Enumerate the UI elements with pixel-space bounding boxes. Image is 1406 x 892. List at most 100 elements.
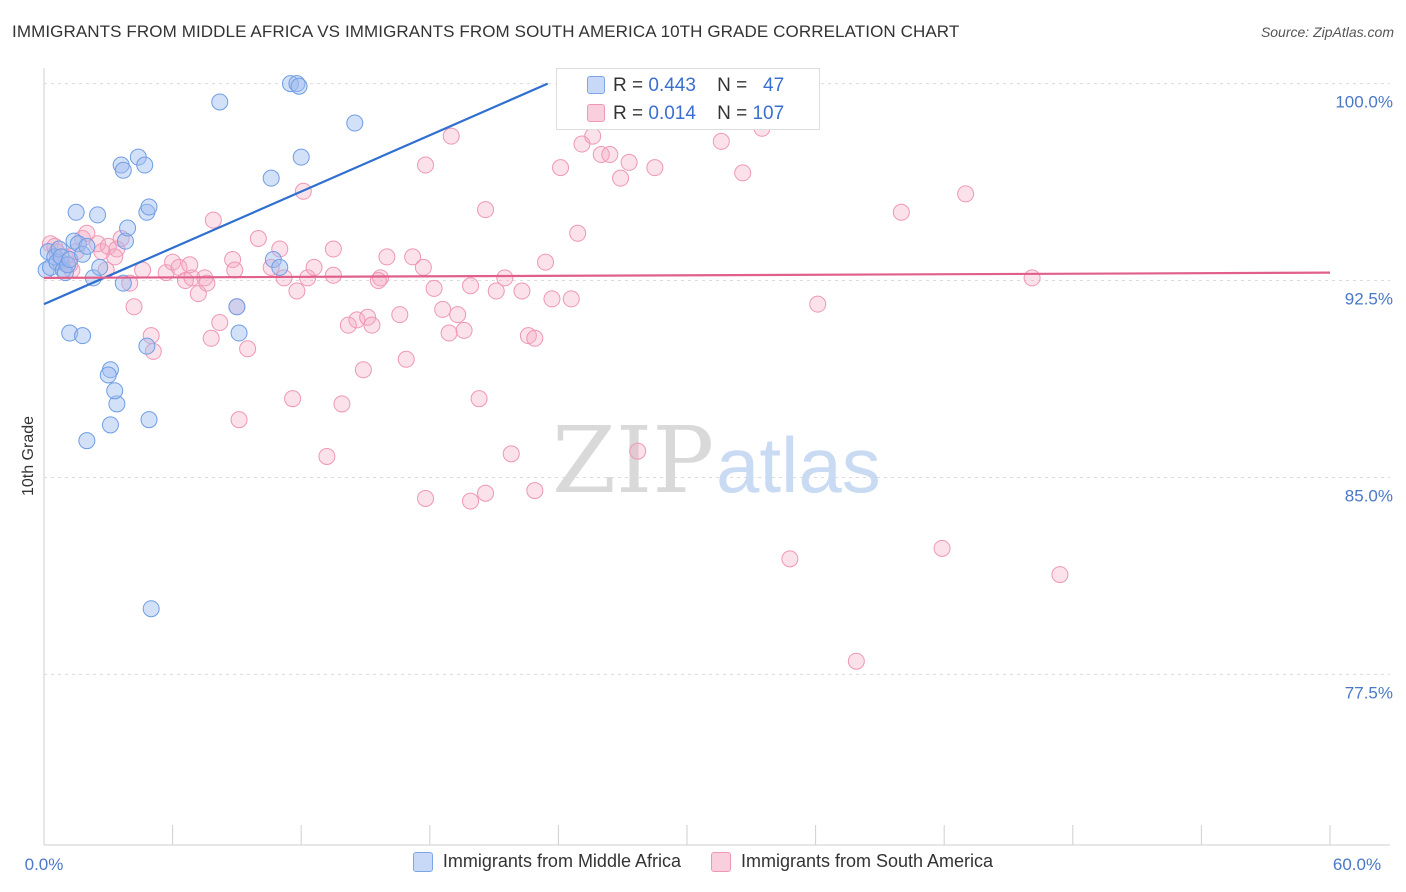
data-point (809, 295, 827, 313)
data-point (346, 114, 364, 132)
data-point (91, 258, 109, 276)
x-tick-label: 60.0% (1333, 855, 1381, 874)
data-point (414, 258, 432, 276)
data-point (121, 274, 139, 292)
data-point (348, 311, 366, 329)
data-point (324, 266, 342, 284)
data-point (502, 445, 520, 463)
data-point (391, 306, 409, 324)
data-point (526, 329, 544, 347)
data-point (892, 203, 910, 221)
data-point (119, 219, 137, 237)
data-point (584, 127, 602, 145)
data-point (487, 282, 505, 300)
data-point (305, 258, 323, 276)
y-tick-label: 77.5% (1345, 683, 1393, 702)
data-point (781, 550, 799, 568)
data-point (404, 248, 422, 266)
data-point (449, 306, 467, 324)
legend-label: Immigrants from Middle Africa (442, 851, 681, 871)
data-point (378, 248, 396, 266)
data-point (230, 324, 248, 342)
data-point (198, 274, 216, 292)
data-point (369, 272, 387, 290)
data-point (552, 159, 570, 177)
data-point (363, 316, 381, 334)
data-point (734, 164, 752, 182)
data-point (249, 230, 267, 248)
data-point (1023, 269, 1041, 287)
data-point (292, 148, 310, 166)
series-south-america-points (41, 75, 1069, 670)
data-point (78, 432, 96, 450)
data-point (239, 340, 257, 358)
legend-swatch-blue (412, 851, 433, 872)
data-point (957, 185, 975, 203)
data-point (74, 245, 92, 263)
data-point (224, 251, 242, 269)
data-point (89, 235, 107, 253)
data-point (592, 146, 610, 164)
data-point (847, 652, 865, 670)
legend-item-south-america: Immigrants from South America (710, 851, 994, 872)
data-point (89, 206, 107, 224)
trend-line (43, 271, 1331, 280)
y-tick-label: 100.0% (1335, 93, 1393, 112)
legend-label: Immigrants from South America (740, 851, 994, 871)
data-point (202, 329, 220, 347)
watermark-zip: ZIP (552, 407, 714, 514)
data-point (288, 282, 306, 300)
data-point (470, 390, 488, 408)
series-middle-africa-points (37, 75, 364, 618)
data-point (526, 482, 544, 500)
data-point (712, 132, 730, 150)
data-point (372, 269, 390, 287)
data-point (61, 251, 79, 269)
data-point (646, 159, 664, 177)
stats-swatch-blue (587, 76, 605, 94)
y-tick-label: 92.5% (1345, 290, 1393, 309)
data-point (204, 211, 222, 229)
data-point (106, 248, 124, 266)
data-point (211, 314, 229, 332)
data-point (513, 282, 531, 300)
stats-r-value: 0.443 (648, 75, 696, 96)
data-point (629, 442, 647, 460)
stats-swatch-pink (587, 104, 605, 122)
data-point (425, 279, 443, 297)
legend-item-middle-africa: Immigrants from Middle Africa (412, 851, 681, 872)
data-point (354, 361, 372, 379)
data-point (230, 411, 248, 429)
stats-row-south-america: R = 0.014 N = 107 (613, 103, 785, 124)
data-point (477, 201, 495, 219)
data-point (440, 324, 458, 342)
data-point (108, 395, 126, 413)
x-tick-label: 0.0% (25, 855, 64, 874)
data-point (462, 492, 480, 510)
data-point (455, 321, 473, 339)
data-point (181, 256, 199, 274)
data-point (537, 253, 555, 271)
data-point (442, 127, 460, 145)
trend-lines (43, 82, 1331, 306)
data-point (114, 161, 132, 179)
data-point (359, 308, 377, 326)
source-label: Source: ZipAtlas.com (1260, 24, 1394, 40)
y-tick-label: 85.0% (1345, 486, 1393, 505)
data-point (318, 447, 336, 465)
y-axis-label: 10th Grade (20, 416, 37, 496)
data-point (271, 258, 289, 276)
data-point (74, 327, 92, 345)
stats-n-value: 107 (752, 103, 785, 124)
data-point (99, 366, 117, 384)
data-point (142, 600, 160, 618)
chart-title: IMMIGRANTS FROM MIDDLE AFRICA VS IMMIGRA… (12, 22, 960, 41)
data-point (140, 411, 158, 429)
data-point (106, 382, 124, 400)
data-point (333, 395, 351, 413)
data-point (417, 156, 435, 174)
data-point (562, 290, 580, 308)
data-point (1051, 566, 1069, 584)
data-point (101, 416, 119, 434)
data-point (67, 203, 85, 221)
